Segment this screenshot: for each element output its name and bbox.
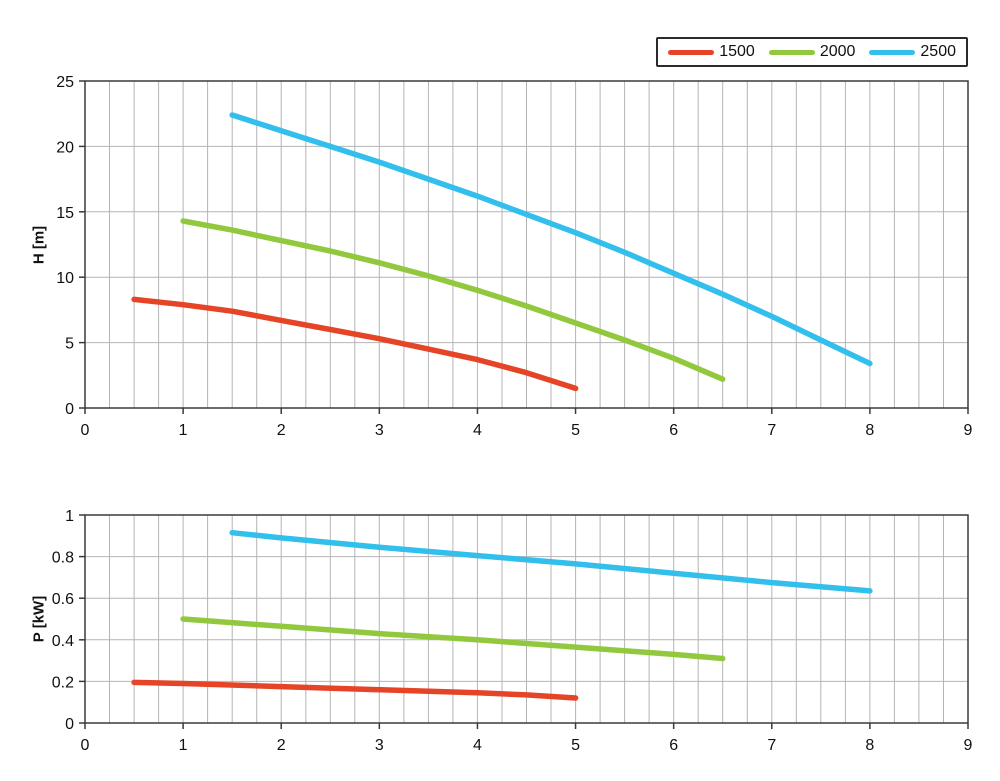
y-tick-label: 25 <box>56 74 74 91</box>
x-tick-label: 8 <box>865 422 874 439</box>
legend-entry-2500: 2500 <box>869 44 956 60</box>
legend-swatch-2500 <box>869 49 916 55</box>
head-axis-title: H [m] <box>30 225 48 265</box>
x-tick-label: 6 <box>669 737 678 754</box>
y-tick-label: 5 <box>65 336 74 353</box>
plot-border <box>84 514 969 724</box>
x-tick-label: 7 <box>767 737 776 754</box>
x-tick-label: 0 <box>81 737 90 754</box>
legend-swatch-1500 <box>668 49 715 55</box>
legend-label-2000: 2000 <box>819 43 856 60</box>
series-line-2000 <box>180 616 726 662</box>
x-tick-label: 7 <box>767 422 776 439</box>
y-tick-label: 0.2 <box>52 674 74 691</box>
plot-border <box>84 80 969 409</box>
y-tick-label: 20 <box>56 139 74 156</box>
series-line-2000 <box>180 218 726 382</box>
y-tick-label: 10 <box>56 270 74 287</box>
x-tick-label: 9 <box>964 422 973 439</box>
x-tick-label: 4 <box>473 737 482 754</box>
legend-label-2500: 2500 <box>920 43 956 60</box>
x-tick-label: 5 <box>571 422 580 439</box>
legend-swatch-2000 <box>768 49 815 55</box>
x-tick-label: 3 <box>375 422 384 439</box>
y-tick-label: 0 <box>65 716 74 733</box>
legend-entry-1500: 1500 <box>668 44 755 60</box>
legend-label-1500: 1500 <box>719 43 755 60</box>
x-tick-label: 8 <box>865 737 874 754</box>
y-tick-label: 1 <box>65 508 74 525</box>
x-tick-label: 6 <box>669 422 678 439</box>
series-line-2500 <box>229 529 873 594</box>
y-tick-label: 0 <box>65 401 74 418</box>
legend-entry-2000: 2000 <box>768 43 856 60</box>
x-tick-label: 1 <box>179 422 188 439</box>
power-axis-title: P [kW] <box>30 595 48 643</box>
x-tick-label: 5 <box>571 737 580 754</box>
x-tick-label: 3 <box>375 737 384 754</box>
series-line-1500 <box>131 679 579 701</box>
x-tick-label: 2 <box>277 422 286 439</box>
x-tick-label: 2 <box>277 737 286 754</box>
series-line-1500 <box>131 296 579 392</box>
y-tick-label: 0.8 <box>52 550 74 567</box>
y-tick-label: 15 <box>56 205 74 222</box>
y-tick-label: 0.6 <box>52 591 74 608</box>
chart-legend: 1500 2000 2500 <box>656 37 968 67</box>
x-tick-label: 1 <box>179 737 188 754</box>
x-tick-label: 0 <box>81 422 90 439</box>
y-tick-label: 0.4 <box>52 633 74 650</box>
x-tick-label: 4 <box>473 422 482 439</box>
x-tick-label: 9 <box>964 737 973 754</box>
series-line-2500 <box>229 112 873 367</box>
